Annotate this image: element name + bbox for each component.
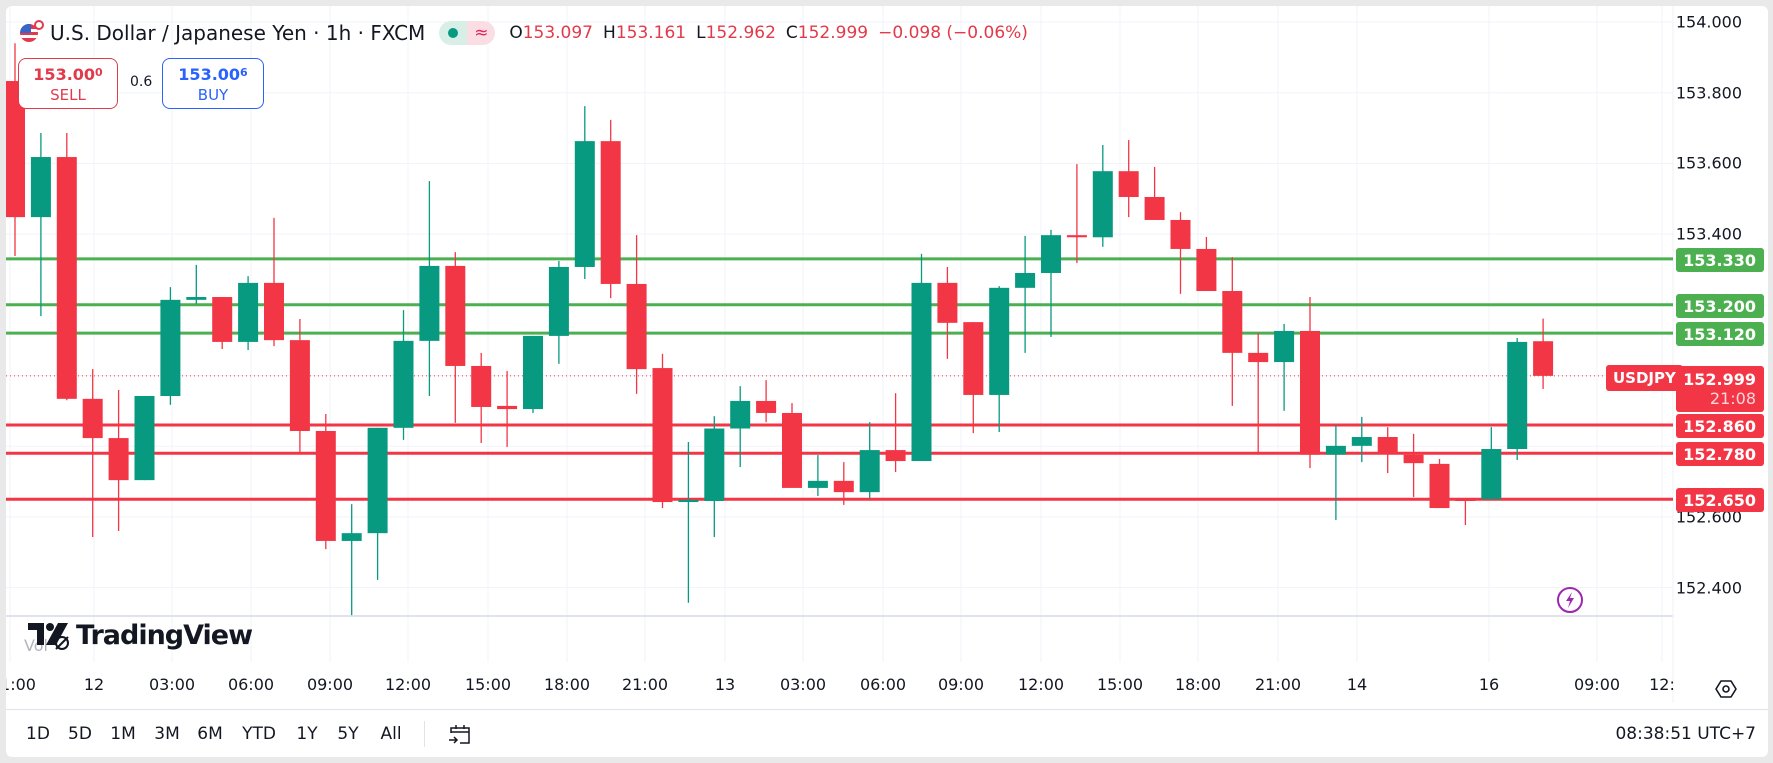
us-flag-icon <box>20 20 44 44</box>
high-value: 153.161 <box>615 23 687 43</box>
time-tick: 18:00 <box>543 675 591 694</box>
range-6m-button[interactable]: 6M <box>197 724 223 744</box>
resistance-level-tag[interactable]: 153.330 <box>1676 248 1764 272</box>
open-value: 153.097 <box>522 23 594 43</box>
range-3m-button[interactable]: 3M <box>154 724 180 744</box>
time-tick: 03:00 <box>779 675 827 694</box>
buy-price: 153.00 <box>178 64 241 84</box>
buy-label: BUY <box>197 85 229 104</box>
last-price-value: 152.999 <box>1683 370 1756 389</box>
ohlc-values: O 153.097 H 153.161 L 152.962 C 152.999 −0.0… <box>509 23 1028 43</box>
time-tick: 12: <box>1649 675 1675 694</box>
sell-price: 153.00 <box>33 64 96 84</box>
clock-timezone[interactable]: 08:38:51 UTC+7 <box>1615 724 1756 744</box>
price-tick: 153.800 <box>1675 83 1742 103</box>
tradingview-logo[interactable]: TradingView <box>28 620 253 651</box>
symbol-title[interactable]: U.S. Dollar / Japanese Yen · 1h · FXCM <box>50 21 426 45</box>
candlestick-chart[interactable] <box>6 6 1768 709</box>
range-1y-button[interactable]: 1Y <box>296 724 318 744</box>
go-to-date-calendar-icon[interactable] <box>446 721 474 749</box>
low-value: 152.962 <box>705 23 776 43</box>
time-tick: 09:00 <box>306 675 354 694</box>
sell-label: SELL <box>50 85 86 104</box>
resistance-level-tag[interactable]: 153.200 <box>1676 294 1764 318</box>
change-value: −0.098 (−0.06%) <box>878 23 1028 43</box>
tradingview-logo-icon <box>28 622 69 650</box>
support-level-tag[interactable]: 152.780 <box>1676 442 1764 466</box>
settings-icon[interactable] <box>1715 678 1737 700</box>
range-all-button[interactable]: All <box>380 724 402 744</box>
market-status-pill[interactable]: ≈ <box>439 21 496 45</box>
time-tick: 16 <box>1478 675 1500 694</box>
chart-window: U.S. Dollar / Japanese Yen · 1h · FXCM ≈… <box>6 6 1768 757</box>
time-tick: 06:00 <box>227 675 275 694</box>
time-tick: 06:00 <box>859 675 907 694</box>
chart-legend: U.S. Dollar / Japanese Yen · 1h · FXCM ≈… <box>20 18 1028 48</box>
sell-button[interactable]: 153.000 SELL <box>18 58 118 109</box>
time-tick: 21:00 <box>1254 675 1302 694</box>
time-tick: 1:00 <box>6 675 36 694</box>
time-tick: 14 <box>1346 675 1368 694</box>
last-price-tag: 152.999 21:08 <box>1676 366 1764 412</box>
delayed-data-icon: ≈ <box>467 21 496 45</box>
resistance-level-tag[interactable]: 153.120 <box>1676 322 1764 346</box>
price-tick: 154.000 <box>1675 12 1742 32</box>
time-tick: 21:00 <box>621 675 669 694</box>
close-label: C <box>785 23 798 43</box>
toolbar-divider <box>424 721 425 747</box>
support-level-tag[interactable]: 152.650 <box>1676 488 1764 512</box>
buy-price-pip: 6 <box>240 65 248 79</box>
range-1m-button[interactable]: 1M <box>110 724 136 744</box>
time-tick: 18:00 <box>1174 675 1222 694</box>
time-tick: 09:00 <box>937 675 985 694</box>
buy-button[interactable]: 153.006 BUY <box>162 58 264 109</box>
range-5y-button[interactable]: 5Y <box>337 724 359 744</box>
time-tick: 15:00 <box>1096 675 1144 694</box>
bar-countdown: 21:08 <box>1709 389 1756 408</box>
time-tick: 12 <box>83 675 105 694</box>
time-tick: 09:00 <box>1573 675 1621 694</box>
price-tick: 152.400 <box>1675 578 1742 598</box>
high-label: H <box>603 23 616 43</box>
symbol-price-tag: USDJPY <box>1606 365 1683 391</box>
lightning-icon[interactable] <box>1556 586 1584 614</box>
range-5d-button[interactable]: 5D <box>68 724 92 744</box>
time-tick: 12:00 <box>384 675 432 694</box>
tradingview-wordmark: TradingView <box>76 620 253 651</box>
price-tick: 152.600 <box>1675 507 1742 527</box>
time-tick: 03:00 <box>148 675 196 694</box>
price-tick: 153.400 <box>1675 224 1742 244</box>
time-tick: 12:00 <box>1017 675 1065 694</box>
open-label: O <box>509 23 523 43</box>
spread-value: 0.6 <box>130 74 153 90</box>
range-ytd-button[interactable]: YTD <box>242 724 276 744</box>
support-level-tag[interactable]: 152.860 <box>1676 414 1764 438</box>
time-tick: 15:00 <box>464 675 512 694</box>
range-1d-button[interactable]: 1D <box>26 724 50 744</box>
market-open-icon <box>448 28 459 38</box>
close-value: 152.999 <box>797 23 869 43</box>
time-tick: 13 <box>714 675 736 694</box>
price-tick: 153.600 <box>1675 153 1742 173</box>
low-label: L <box>696 23 706 43</box>
sell-price-pip: 0 <box>95 65 103 79</box>
bottom-toolbar: 1D 5D 1M 3M 6M YTD 1Y 5Y All 08:38:51 UT… <box>6 709 1768 757</box>
